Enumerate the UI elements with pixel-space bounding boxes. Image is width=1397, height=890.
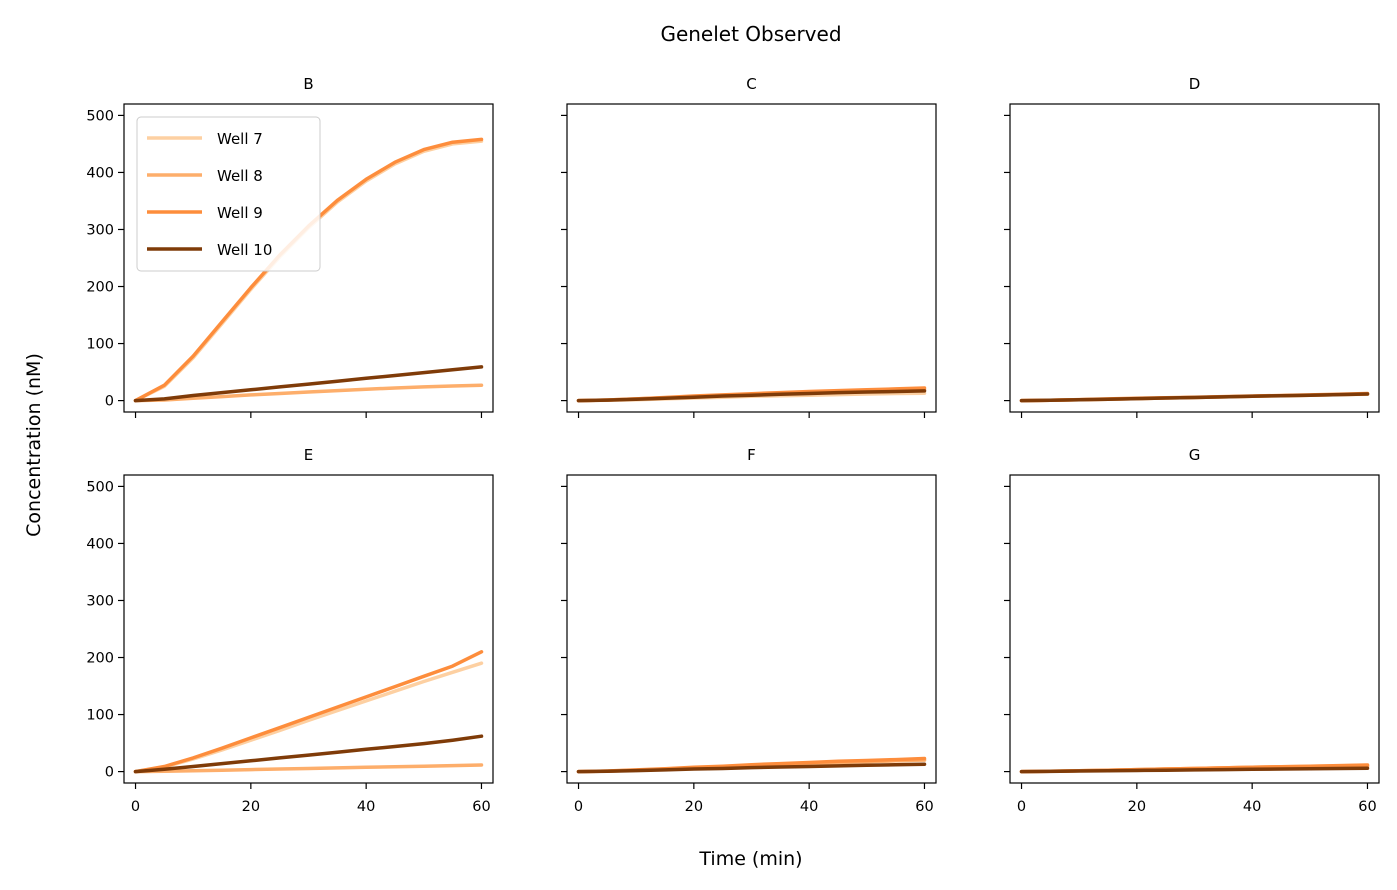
- panel-d-title: D: [1189, 75, 1201, 93]
- legend-entry: Well 7: [217, 130, 263, 148]
- panel-g-series-well-10: [1019, 766, 1370, 774]
- panel-b-series-well-8: [133, 383, 484, 403]
- panel-e-y-tick-label: 400: [86, 536, 114, 552]
- panel-e-series-well-10: [133, 734, 484, 774]
- panel-e-y-tick-label: 300: [86, 593, 114, 609]
- panel-e-y-tick-label: 100: [86, 708, 114, 724]
- panel-e-y-tick-label: 200: [86, 651, 114, 667]
- panel-b-y-tick-label: 200: [86, 280, 114, 296]
- panel-e-series-well-8: [133, 763, 484, 774]
- legend-box: [136, 116, 321, 272]
- panel-c: C: [561, 75, 937, 418]
- panel-f-title: F: [747, 446, 756, 464]
- panel-e-series-well-9: [133, 650, 484, 774]
- panel-g-x-tick-label: 60: [1358, 799, 1376, 815]
- panel-d-frame: [1009, 103, 1380, 413]
- panel-e-frame: [123, 474, 494, 784]
- panel-c-frame: [566, 103, 937, 413]
- panel-e-x-tick-label: 0: [131, 799, 140, 815]
- panel-c-title: C: [746, 75, 756, 93]
- panel-b-y-tick-label: 300: [86, 222, 114, 238]
- panel-b-series-well-10: [133, 365, 484, 403]
- legend-entry: Well 8: [217, 167, 263, 185]
- panel-b-frame: [123, 103, 494, 413]
- panel-g-x-tick-label: 40: [1243, 799, 1261, 815]
- panel-e-x-tick-label: 20: [242, 799, 260, 815]
- panel-c-series-well-10: [576, 389, 927, 403]
- panel-b-y-tick-label: 400: [86, 165, 114, 181]
- panel-f-x-tick-label: 40: [800, 799, 818, 815]
- legend-entry: Well 9: [217, 204, 263, 222]
- panel-e: E 0 100 200 300 400 500 0 20 40 60: [86, 446, 494, 815]
- y-axis-label: Concentration (nM): [23, 353, 45, 537]
- panel-f-series-well-10: [576, 762, 927, 774]
- panel-g-title: G: [1189, 446, 1201, 464]
- panel-f-x-tick-label: 60: [915, 799, 933, 815]
- legend-entry: Well 10: [217, 241, 272, 259]
- panel-g-frame: [1009, 474, 1380, 784]
- panel-b-title: B: [303, 75, 313, 93]
- panel-b-y-tick-label: 500: [86, 108, 114, 124]
- panel-f-x-tick-label: 0: [574, 799, 583, 815]
- panel-e-y-tick-label: 500: [86, 479, 114, 495]
- panel-d-series-well-10: [1019, 392, 1370, 403]
- panel-g-x-tick-label: 0: [1017, 799, 1026, 815]
- x-axis-label: Time (min): [698, 848, 802, 870]
- panel-e-x-tick-label: 60: [472, 799, 490, 815]
- panel-f-x-tick-label: 20: [685, 799, 703, 815]
- panel-e-title: E: [304, 446, 313, 464]
- panel-b-y-tick-label: 100: [86, 337, 114, 353]
- panel-g-x-tick-label: 20: [1128, 799, 1146, 815]
- panel-e-y-tick-label: 0: [105, 765, 114, 781]
- legend: Well 7 Well 8 Well 9 Well 10: [136, 116, 321, 272]
- panel-b-y-tick-label: 0: [105, 394, 114, 410]
- panel-f: F 0 20 40 60: [561, 446, 937, 815]
- panel-g: G 0 20 40 60: [1004, 446, 1380, 815]
- figure-title: Genelet Observed: [660, 22, 841, 46]
- panel-e-x-tick-label: 40: [357, 799, 375, 815]
- panel-f-frame: [566, 474, 937, 784]
- panel-d: D: [1004, 75, 1380, 418]
